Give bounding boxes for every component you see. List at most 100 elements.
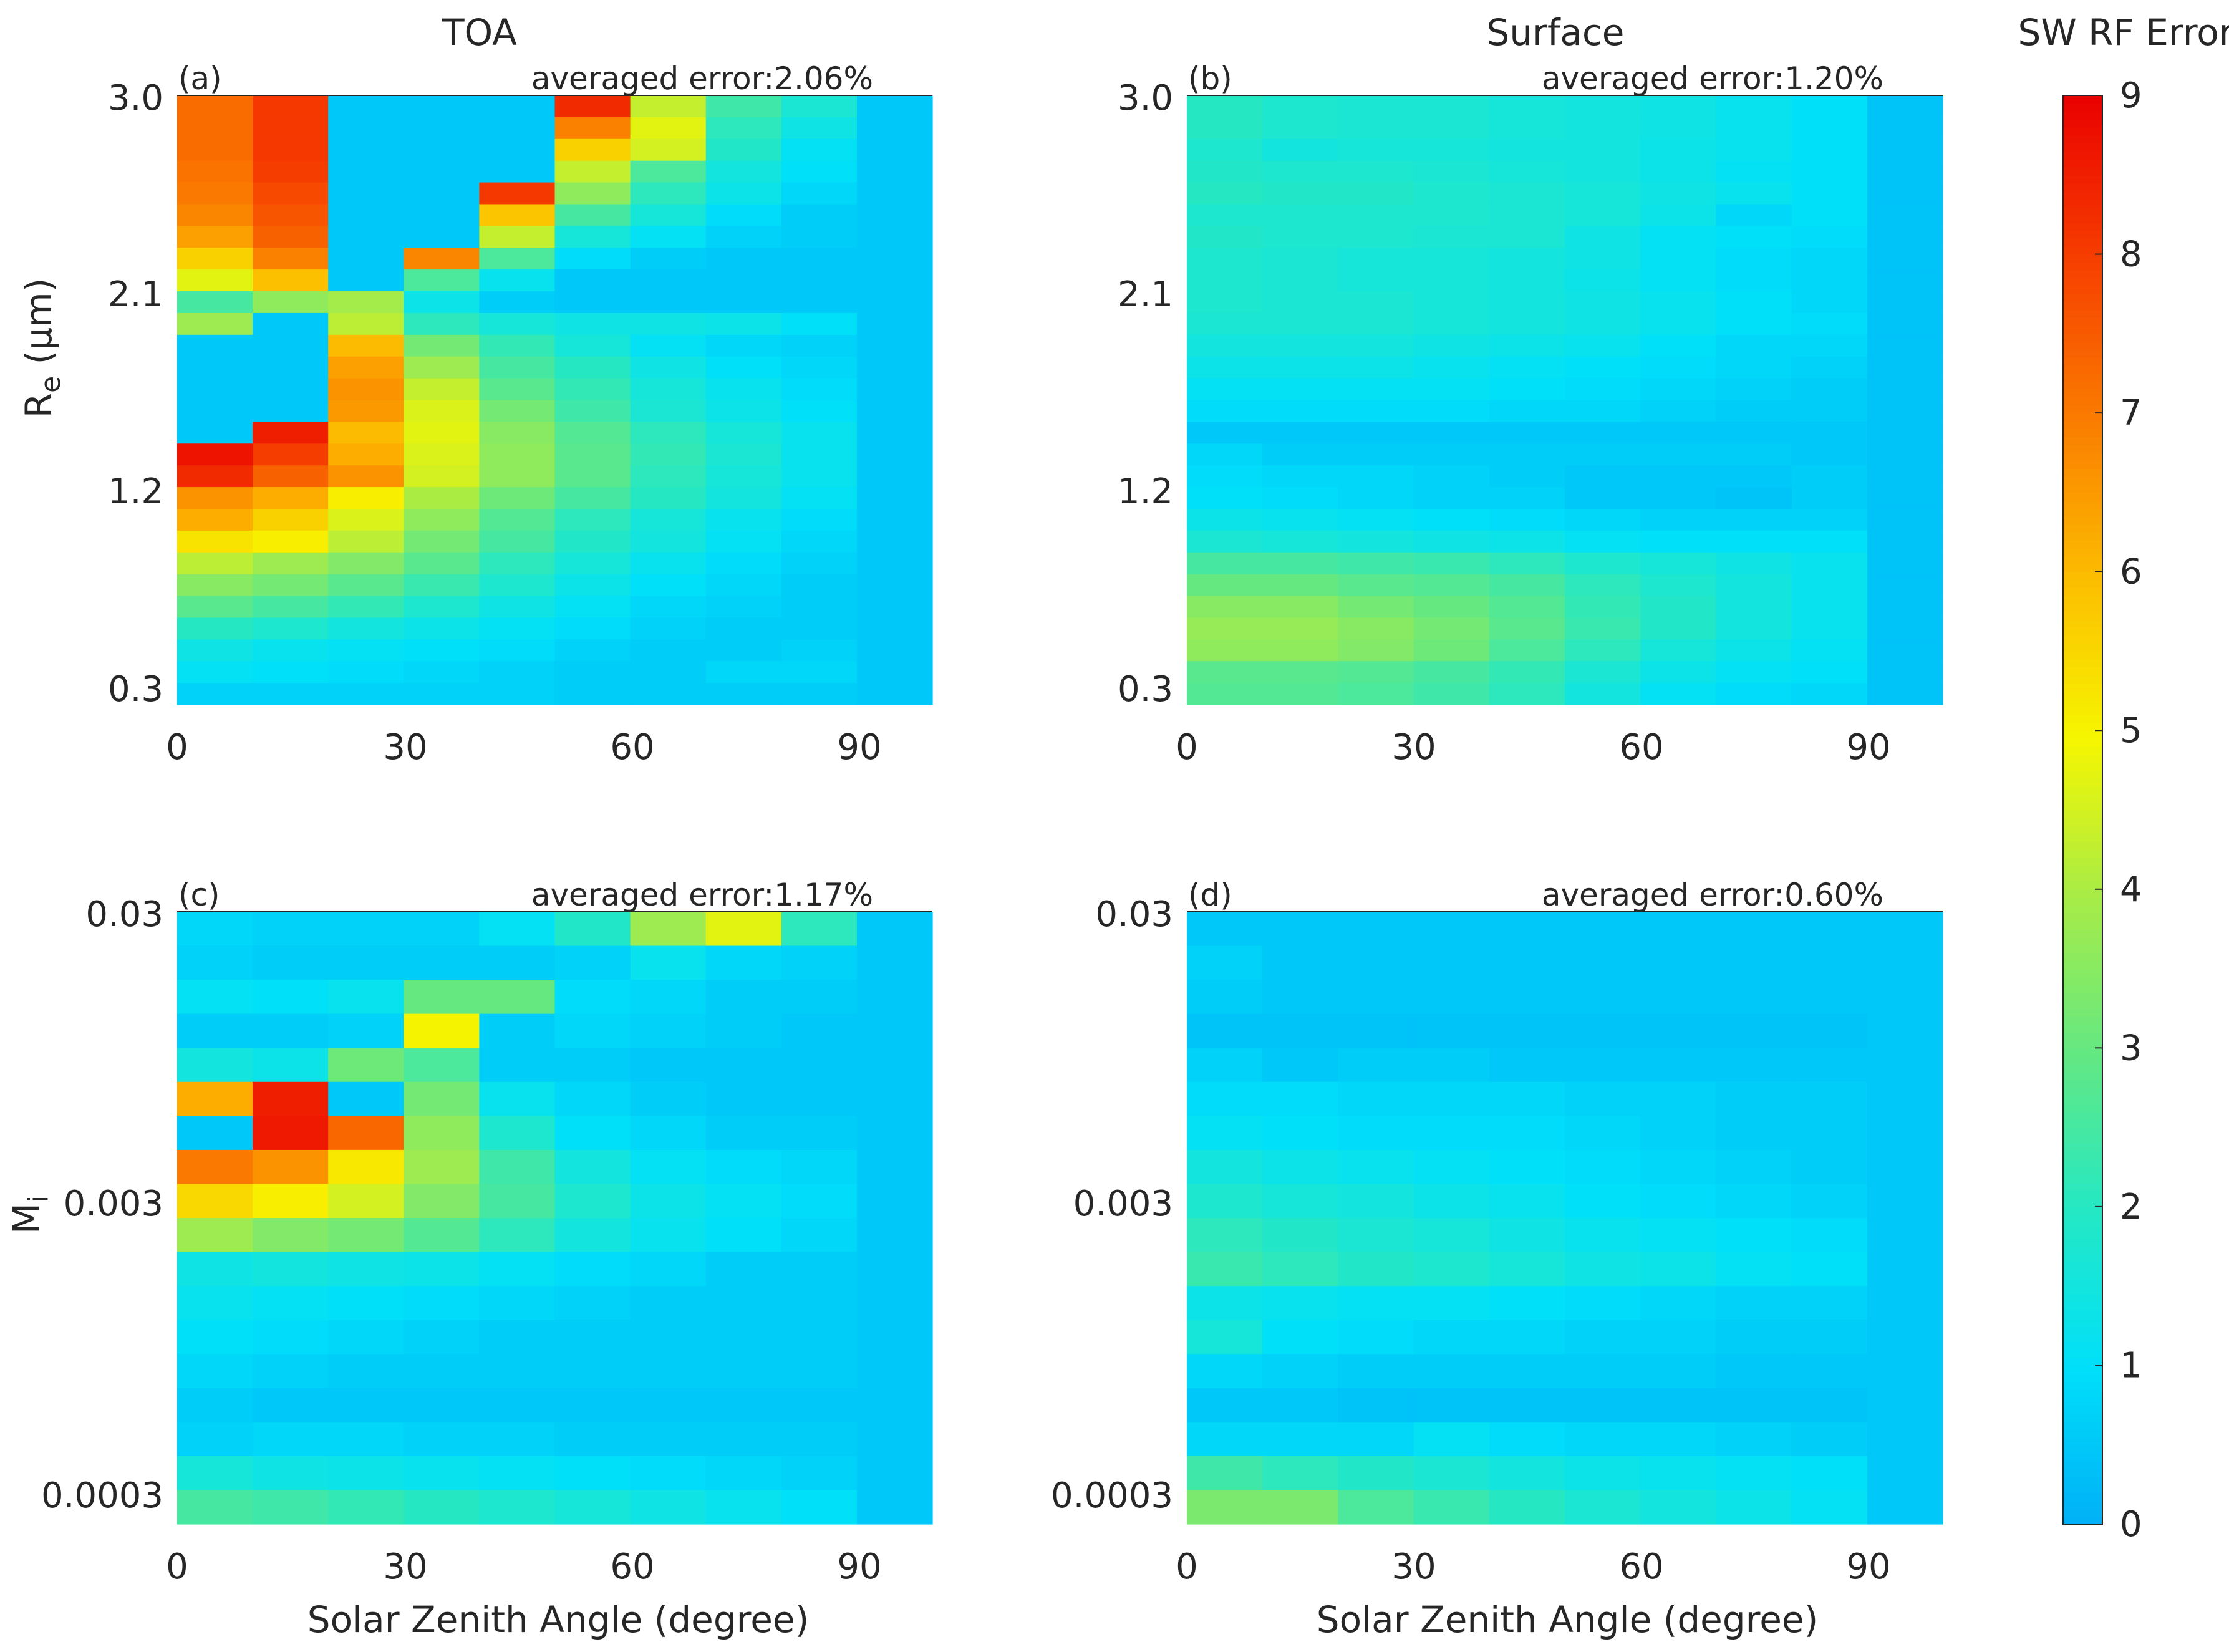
heatmap-cell [1187,226,1263,248]
heatmap-cell [554,980,631,1015]
colorbar-step [2063,389,2102,398]
colorbar-step [2063,500,2102,509]
heatmap-cell [1867,574,1943,597]
heatmap-cell [1867,683,1943,705]
heatmap-cell [781,1218,858,1253]
heatmap-cell [328,1354,404,1389]
heatmap-cell [554,312,631,336]
heatmap-cell [404,269,480,292]
heatmap-cell [404,117,480,140]
heatmap-cell [1791,291,1868,314]
heatmap-cell [1640,1422,1716,1457]
heatmap-cell [1716,95,1792,118]
heatmap-cell [1338,334,1414,357]
y-tick-label: 0.0003 [41,1476,163,1516]
heatmap-cell [1262,683,1338,705]
colorbar: 0 1 2 3 4 5 6 7 8 9 [2062,75,2142,1545]
heatmap-cell [253,1184,329,1219]
heatmap-cell [404,1149,480,1185]
heatmap-cell [404,291,480,314]
y-axis-label-re-main: R [17,393,60,418]
heatmap-cell [1716,1422,1792,1457]
heatmap-cell [705,182,782,205]
heatmap-cell [328,400,404,422]
y-tick-label: 0.003 [64,1184,163,1224]
colorbar-title: SW RF Error (%) [2018,11,2229,54]
heatmap-cell [781,226,858,248]
heatmap-cell [1565,1116,1641,1151]
heatmap-cell [1489,508,1565,531]
heatmap-cell [1565,574,1641,597]
heatmap-cell [781,182,858,205]
y-axis-label-mi-main: M [5,1203,47,1234]
heatmap-cell [1489,1388,1565,1423]
colorbar-step [2063,230,2102,239]
heatmap-cell [856,1422,933,1457]
colorbar-step [2063,579,2102,588]
heatmap-cell [1640,465,1716,488]
heatmap-cell [554,1081,631,1116]
heatmap-cell [705,248,782,270]
colorbar-step [2063,167,2102,176]
heatmap-cell [1413,378,1490,401]
heatmap-cell [1565,1320,1641,1355]
heatmap-cell [1187,248,1263,270]
heatmap-cell [1413,226,1490,248]
heatmap-cell [253,204,329,226]
heatmap-cell [1565,138,1641,162]
heatmap-cell [1489,1456,1565,1491]
heatmap-cell [1640,422,1716,444]
heatmap-cell [177,945,253,980]
heatmap-cell [404,356,480,379]
heatmap-cell [404,95,480,118]
heatmap-cell [328,1116,404,1151]
heatmap-cell [1338,1048,1414,1083]
heatmap-cell [1640,1048,1716,1083]
heatmap-cell [1867,617,1943,640]
heatmap-cell [1716,530,1792,553]
heatmap-cell [1413,312,1490,336]
heatmap-cell [253,443,329,466]
heatmap-cell [404,1456,480,1491]
colorbar-step [2063,1349,2102,1358]
heatmap-cell [177,1388,253,1423]
heatmap-cell [1565,1422,1641,1457]
heatmap-cell [404,334,480,357]
heatmap-cell [1489,1048,1565,1083]
heatmap-cell [1338,1184,1414,1219]
heatmap-cell [404,1081,480,1116]
heatmap-cell [253,1116,329,1151]
colorbar-step [2063,238,2102,247]
heatmap-cell [479,1490,556,1525]
heatmap-cell [1716,1354,1792,1389]
y-tick-label: 0.03 [85,894,163,935]
heatmap-cell [781,487,858,510]
heatmap-cell [1338,138,1414,162]
heatmap-cell [177,1286,253,1321]
heatmap-cell [1640,617,1716,640]
heatmap-cell [1262,400,1338,422]
colorbar-step [2063,1484,2102,1493]
heatmap-cell [705,1149,782,1185]
colorbar-step [2063,1318,2102,1326]
heatmap-cell [1338,422,1414,444]
heatmap-cell [1791,1388,1868,1423]
heatmap-cell [177,465,253,488]
heatmap-cell [1791,1149,1868,1185]
heatmap-cell [856,617,933,640]
heatmap-cell [177,508,253,531]
heatmap-cell [630,1149,707,1185]
heatmap-cell [1565,226,1641,248]
heatmap-cell [856,945,933,980]
heatmap-cell [404,1422,480,1457]
heatmap-cell [1867,1184,1943,1219]
heatmap-cell [1338,661,1414,684]
heatmap-cell [630,1354,707,1389]
heatmap-cell [1791,487,1868,510]
heatmap-cell [328,182,404,205]
heatmap-cells-a [177,95,933,705]
colorbar-step [2063,841,2102,850]
x-tick-label: 90 [837,1547,881,1587]
colorbar-step [2063,667,2102,675]
